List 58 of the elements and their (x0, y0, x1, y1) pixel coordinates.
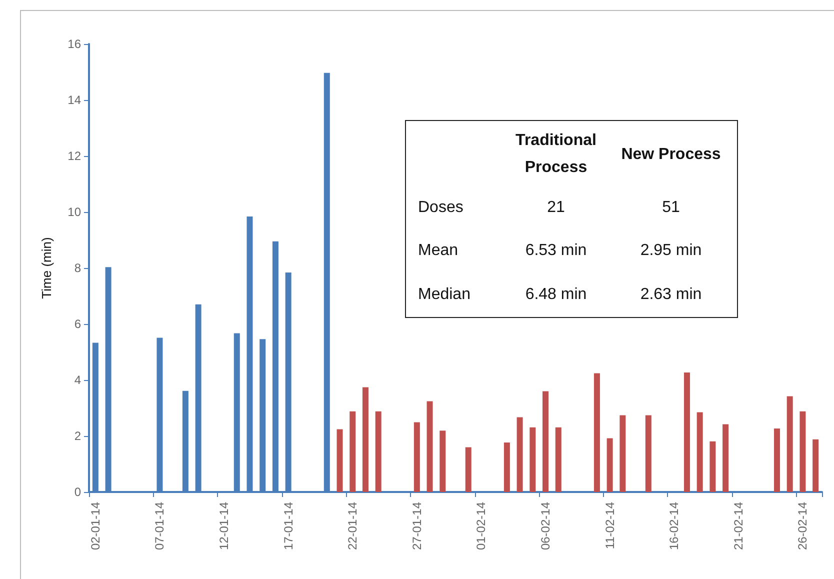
bar (786, 396, 793, 492)
bar (516, 417, 523, 492)
bar (800, 411, 806, 492)
x-tick-label: 16-02-14 (667, 502, 682, 550)
bar (594, 373, 600, 492)
x-tick-label: 27-01-14 (410, 502, 424, 550)
annotation: New Process (621, 144, 721, 164)
bar (555, 427, 562, 492)
x-tick-label: 06-02-14 (538, 502, 553, 550)
x-tick-label: 01-02-14 (474, 502, 488, 550)
x-tick-label: 07-01-14 (152, 502, 167, 550)
annotation: Median (417, 286, 472, 304)
bar (606, 438, 613, 492)
annotation: Doses (417, 199, 464, 217)
bar (774, 428, 780, 492)
x-tick-label: 12-01-14 (217, 502, 232, 550)
bar (696, 412, 703, 492)
annotation: Traditional Process (514, 131, 598, 178)
bar (350, 411, 356, 492)
annotation: 21 (546, 199, 566, 217)
bar (362, 387, 368, 492)
x-tick-label: 21-02-14 (731, 502, 746, 550)
y-tick-label: 10 (68, 205, 82, 219)
y-axis-title: Time (min) (39, 237, 54, 299)
bar (645, 415, 652, 492)
bar (542, 391, 549, 492)
y-tick-label: 2 (74, 429, 82, 443)
y-tick-label: 4 (74, 373, 82, 387)
bar (336, 429, 343, 492)
y-tick-label: 6 (74, 317, 82, 331)
bar (812, 439, 819, 492)
bar (620, 415, 626, 492)
annotation: 6.48 min (524, 286, 588, 304)
annotation: 6.53 min (524, 242, 588, 260)
x-tick-label: 17-01-14 (281, 502, 296, 550)
x-tick-label: 22-01-14 (346, 502, 360, 550)
x-tick-label: 26-02-14 (796, 502, 810, 550)
annotation: 51 (661, 199, 681, 217)
bar (684, 372, 690, 492)
bar (375, 411, 382, 492)
bar (710, 441, 716, 492)
x-tick-label: 02-01-14 (88, 502, 102, 550)
annotation: Mean (417, 242, 460, 260)
y-tick-label: 14 (68, 93, 82, 107)
annotation: 2.95 min (639, 242, 703, 260)
bar (465, 447, 472, 492)
bar (722, 424, 729, 492)
y-tick-label: 0 (74, 485, 82, 499)
bar (530, 427, 536, 492)
y-tick-label: 8 (74, 261, 82, 275)
y-tick-label: 12 (68, 149, 82, 163)
annotation: 2.63 min (639, 286, 703, 304)
bar (426, 401, 433, 492)
bar (504, 442, 510, 492)
bar (414, 422, 420, 492)
x-tick-label: 11-02-14 (602, 502, 617, 550)
y-tick-label: 16 (68, 37, 82, 51)
bar (440, 430, 446, 492)
